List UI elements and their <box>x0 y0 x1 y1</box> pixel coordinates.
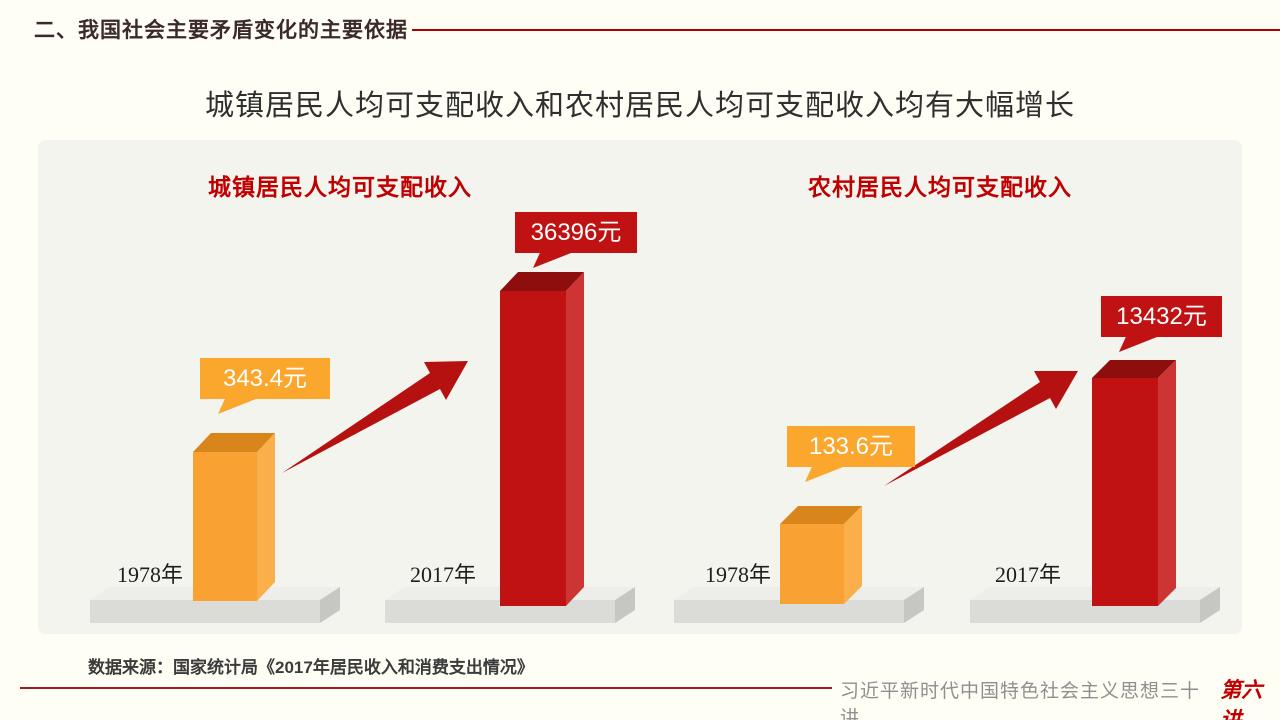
rural-2017-bar <box>1092 360 1176 606</box>
rural-2017-year-label: 2017年 <box>994 562 1061 587</box>
rural-1978-value-callout: 133.6元 <box>787 426 915 467</box>
footer-lecture-badge: 第六讲 <box>1220 677 1263 720</box>
rural-1978-year-label: 1978年 <box>704 562 771 587</box>
urban-1978-value-callout: 343.4元 <box>200 358 330 399</box>
urban-1978-bar <box>193 433 275 601</box>
urban-1978-year-label: 1978年 <box>116 562 183 587</box>
urban-growth-arrow-icon <box>282 361 468 473</box>
urban-chart-title: 城镇居民人均可支配收入 <box>208 174 472 200</box>
footer-series-title: 习近平新时代中国特色社会主义思想三十讲 <box>840 681 1201 720</box>
footer-rule <box>20 687 832 689</box>
rural-2017-value-callout: 13432元 <box>1101 296 1222 337</box>
urban-1978-platform <box>90 587 340 623</box>
urban-2017-year-label: 2017年 <box>409 562 476 587</box>
rural-1978-bar <box>780 506 862 604</box>
urban-2017-value-callout: 36396元 <box>515 212 637 253</box>
data-source-note: 数据来源：国家统计局《2017年居民收入和消费支出情况》 <box>88 658 534 677</box>
rural-growth-arrow-icon <box>884 371 1078 486</box>
rural-chart-title: 农村居民人均可支配收入 <box>808 174 1072 200</box>
footer: 习近平新时代中国特色社会主义思想三十讲 第六讲 <box>840 674 1280 720</box>
urban-2017-bar <box>500 272 584 606</box>
section-header: 二、我国社会主要矛盾变化的主要依据 <box>34 19 408 42</box>
slide-title: 城镇居民人均可支配收入和农村居民人均可支配收入均有大幅增长 <box>204 90 1075 122</box>
header-rule <box>412 29 1280 31</box>
